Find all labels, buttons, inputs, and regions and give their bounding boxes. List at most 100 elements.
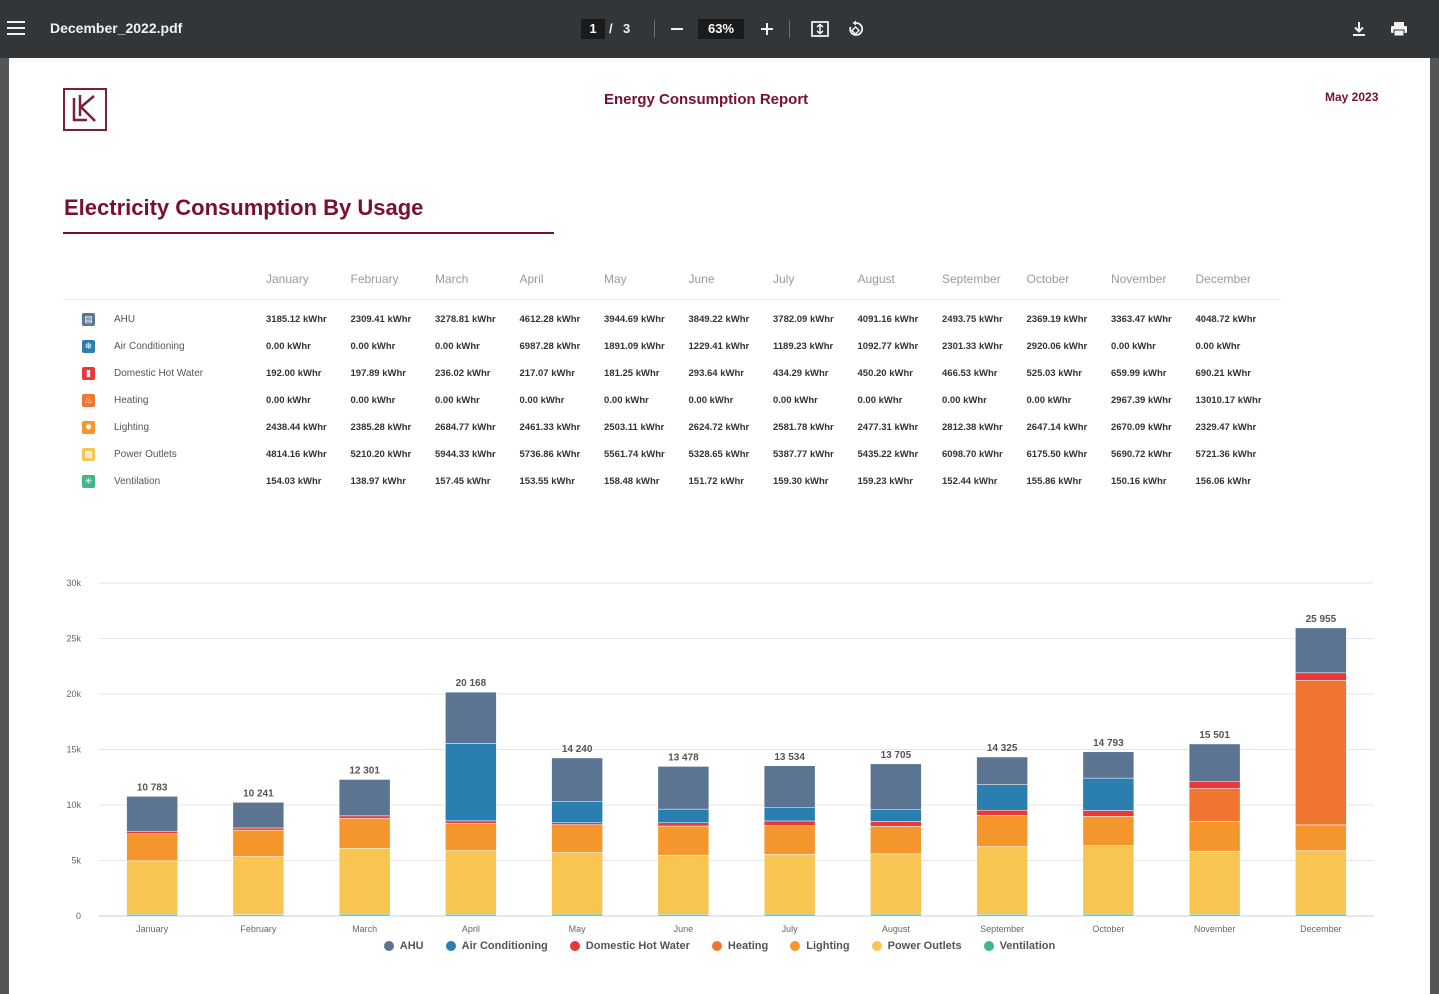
x-tick-label: March xyxy=(352,924,377,934)
bar-segment xyxy=(551,852,603,915)
rotate-icon[interactable] xyxy=(845,17,867,41)
legend-item[interactable]: Ventilation xyxy=(983,940,1055,952)
bar-total-label: 10 241 xyxy=(243,788,274,799)
bar-segment xyxy=(1295,914,1347,917)
plus-icon[interactable] xyxy=(756,17,778,41)
domestic-hot-water-icon: ▮ xyxy=(82,367,95,380)
bar-segment xyxy=(1188,743,1241,782)
table-cell: 0.00 kWhr xyxy=(773,395,818,406)
x-tick-label: August xyxy=(882,924,911,934)
bar-segment xyxy=(445,743,497,822)
table-cell: 151.72 kWhr xyxy=(688,476,744,487)
row-label: Air Conditioning xyxy=(114,341,185,352)
table-cell: 0.00 kWhr xyxy=(1111,341,1156,352)
table-cell: 4612.28 kWhr xyxy=(519,314,581,325)
table-cell: 2670.09 kWhr xyxy=(1111,422,1172,433)
download-icon[interactable] xyxy=(1348,17,1370,41)
bar-segment xyxy=(1188,788,1241,822)
table-cell: 13010.17 kWhr xyxy=(1195,395,1262,406)
y-tick-label: 10k xyxy=(66,800,81,810)
table-cell: 2647.14 kWhr xyxy=(1026,422,1088,433)
fit-page-icon[interactable] xyxy=(809,17,831,41)
table-cell: 5328.65 kWhr xyxy=(688,449,750,460)
table-cell: 1092.77 kWhr xyxy=(857,341,919,352)
table-cell: 0.00 kWhr xyxy=(942,395,987,406)
bar-total-label: 13 478 xyxy=(668,752,699,763)
table-cell: 3944.69 kWhr xyxy=(604,314,665,325)
table-cell: 2493.75 kWhr xyxy=(942,314,1003,325)
table-cell: 153.55 kWhr xyxy=(519,476,575,487)
bar-segment xyxy=(870,809,922,822)
bar-segment xyxy=(126,831,178,835)
zoom-level-input[interactable]: 63% xyxy=(698,19,744,39)
row-label: Power Outlets xyxy=(114,449,177,460)
bar-segment xyxy=(232,827,285,831)
bar-segment xyxy=(976,914,1028,917)
minus-icon[interactable] xyxy=(666,17,688,41)
legend-item[interactable]: Air Conditioning xyxy=(445,940,548,952)
table-cell: 434.29 kWhr xyxy=(773,368,829,379)
bar-segment xyxy=(551,824,603,853)
legend-label: Air Conditioning xyxy=(461,940,548,952)
legend-marker xyxy=(711,941,722,951)
table-cell: 3278.81 kWhr xyxy=(435,314,496,325)
bar-segment xyxy=(551,822,603,825)
bar-segment xyxy=(976,756,1028,785)
divider xyxy=(654,20,655,38)
table-cell: 1229.41 kWhr xyxy=(688,341,750,352)
bar-total-label: 10 783 xyxy=(137,782,168,793)
legend-item[interactable]: Power Outlets xyxy=(871,940,962,952)
bar-segment xyxy=(763,820,816,827)
table-cell: 150.16 kWhr xyxy=(1111,476,1167,487)
table-cell: 2812.38 kWhr xyxy=(942,422,1003,433)
table-cell: 450.20 kWhr xyxy=(857,368,913,379)
table-cell: 159.23 kWhr xyxy=(857,476,913,487)
table-cell: 5561.74 kWhr xyxy=(604,449,665,460)
legend-item[interactable]: AHU xyxy=(383,940,424,952)
current-page-input[interactable]: 1 xyxy=(581,19,605,39)
bar-segment xyxy=(551,757,603,802)
table-cell: 2624.72 kWhr xyxy=(688,422,750,433)
table-cell: 156.06 kWhr xyxy=(1195,476,1251,487)
bar-segment xyxy=(445,850,497,915)
table-cell: 0.00 kWhr xyxy=(688,395,734,406)
table-cell: 3849.22 kWhr xyxy=(688,314,750,325)
table-header: January February March April May June July Augu… xyxy=(63,263,1281,300)
column-header: September xyxy=(942,272,1001,286)
table-cell: 2329.47 kWhr xyxy=(1195,422,1257,433)
legend-item[interactable]: Lighting xyxy=(790,940,850,952)
bar-segment xyxy=(445,691,497,744)
bar-segment xyxy=(870,913,922,917)
bar-segment xyxy=(1295,627,1347,674)
print-icon[interactable] xyxy=(1388,17,1410,41)
section-title: Electricity Consumption By Usage xyxy=(64,195,424,220)
bar-segment xyxy=(870,763,922,810)
chart-legend: AHU Air Conditioning Domestic Hot Water Hea… xyxy=(9,940,1430,952)
table-cell: 2477.31 kWhr xyxy=(857,422,919,433)
bar-segment xyxy=(1082,845,1135,915)
ventilation-icon: ✳ xyxy=(82,475,95,488)
legend-marker xyxy=(871,941,882,951)
table-cell: 466.53 kWhr xyxy=(942,368,998,379)
bar-segment xyxy=(870,821,922,827)
report-date: May 2023 xyxy=(1325,90,1379,104)
menu-icon[interactable] xyxy=(7,21,25,37)
y-tick-label: 15k xyxy=(66,745,81,755)
table-cell: 2438.44 kWhr xyxy=(266,422,327,433)
table-cell: 0.00 kWhr xyxy=(1195,341,1241,352)
bar-segment xyxy=(338,818,391,849)
legend-item[interactable]: Heating xyxy=(711,940,769,952)
legend-label: Heating xyxy=(727,940,769,952)
table-cell: 5736.86 kWhr xyxy=(519,449,581,460)
column-header: October xyxy=(1026,272,1070,286)
legend-marker xyxy=(383,941,394,951)
legend-item[interactable]: Domestic Hot Water xyxy=(569,940,690,952)
bar-segment xyxy=(338,815,391,819)
bar-segment xyxy=(1082,816,1135,846)
bar-segment xyxy=(976,815,1028,847)
bar-segment xyxy=(1082,751,1135,779)
table-cell: 0.00 kWhr xyxy=(266,395,311,406)
column-header: November xyxy=(1111,272,1167,286)
bar-total-label: 12 301 xyxy=(349,765,380,776)
legend-label: Lighting xyxy=(806,940,850,952)
